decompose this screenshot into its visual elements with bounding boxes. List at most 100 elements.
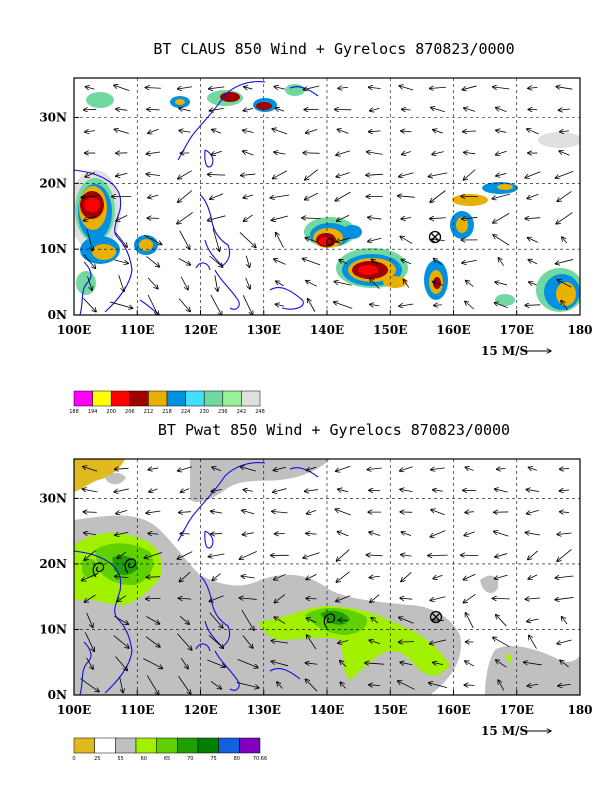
wind-vector: [178, 598, 192, 599]
x-tick-label: 100E: [57, 703, 91, 717]
wind-vector: [337, 129, 349, 134]
wind-vector: [179, 230, 190, 250]
wind-vector: [493, 87, 510, 89]
x-tick-label: 150E: [373, 323, 407, 337]
wind-vector: [465, 280, 474, 287]
colorbar-swatch: [94, 737, 116, 754]
wind-vector: [86, 228, 93, 251]
wind-vector: [146, 511, 161, 513]
wind-vector: [180, 657, 188, 669]
wind-vector: [555, 171, 574, 178]
wind-vector: [242, 151, 254, 156]
wind-vector: [146, 616, 159, 624]
wind-vector: [494, 574, 508, 579]
wind-vector: [272, 170, 287, 179]
wind-vector: [239, 232, 256, 247]
wind-vector: [86, 657, 93, 669]
wind-vector: [114, 259, 129, 264]
wind-vector: [337, 214, 350, 221]
wind-vector: [239, 598, 257, 600]
wind-vector: [275, 108, 285, 111]
wind-vector: [493, 235, 510, 246]
wind-vector: [335, 191, 351, 201]
wind-vector: [527, 619, 539, 622]
top-circle-marker: [325, 237, 335, 247]
wind-vector: [305, 679, 318, 692]
wind-vector: [561, 300, 568, 311]
wind-vector: [523, 662, 542, 666]
wind-vector: [562, 237, 568, 244]
wind-vector: [369, 304, 380, 306]
wind-vector: [397, 196, 415, 198]
wind-vector: [244, 87, 253, 89]
colorbar-swatch: [241, 390, 261, 407]
wind-vector: [208, 553, 225, 557]
wind-vector: [272, 129, 288, 135]
bottom-vector-reference-label: 15 M/S: [481, 724, 528, 738]
colorbar-swatch: [203, 390, 224, 407]
wind-vector: [270, 194, 290, 198]
wind-vector: [306, 509, 317, 514]
wind-vector: [207, 659, 225, 667]
wind-vector: [556, 212, 573, 224]
wind-vector: [369, 490, 381, 491]
wind-vector: [495, 660, 507, 668]
wind-vector: [465, 661, 475, 667]
wind-vector: [114, 615, 128, 624]
wind-vector: [433, 662, 443, 664]
wind-vector: [368, 237, 382, 241]
wind-vector: [492, 598, 510, 599]
wind-vector: [144, 234, 162, 244]
wind-vector: [463, 131, 477, 132]
colorbar-swatch: [110, 390, 131, 407]
wind-vector: [272, 511, 288, 513]
wind-vector: [178, 170, 192, 179]
wind-vector: [211, 150, 222, 154]
x-tick-label: 130E: [247, 703, 281, 717]
wind-vector: [461, 217, 478, 219]
wind-vector: [274, 594, 286, 602]
wind-vector: [276, 232, 284, 248]
wind-vector: [559, 151, 570, 156]
wind-vector: [84, 533, 97, 535]
wind-vector: [85, 87, 95, 89]
wind-vector: [336, 172, 350, 177]
wind-vector: [366, 152, 383, 155]
wind-vector: [401, 152, 411, 155]
wind-vector: [212, 129, 222, 134]
wind-vector: [526, 510, 539, 513]
bottom-wind-vectors: [81, 466, 574, 695]
wind-vector: [143, 658, 162, 669]
wind-vector: [177, 87, 193, 89]
colorbar-label: 248: [255, 409, 265, 415]
wind-vector: [371, 617, 379, 624]
wind-vector: [555, 259, 574, 263]
wind-vector: [242, 533, 254, 535]
wind-vector: [335, 509, 351, 516]
wind-vector: [83, 467, 98, 472]
colorbar-label: 200: [106, 409, 116, 415]
colorbar-swatch: [148, 390, 168, 407]
wind-vector: [275, 304, 285, 306]
wind-vector: [83, 298, 96, 312]
wind-vector: [401, 131, 412, 132]
wind-vector: [493, 637, 510, 647]
colorbar-label: 218: [162, 409, 172, 415]
wind-vector: [561, 617, 568, 625]
wind-vector: [399, 466, 413, 471]
y-tick-label: 0N: [48, 688, 67, 702]
wind-vector: [306, 533, 317, 534]
wind-vector: [368, 87, 381, 89]
wind-vector: [403, 279, 410, 288]
tc-symbol: [124, 558, 137, 574]
colorbar-label: 25: [94, 756, 100, 762]
wind-vector: [245, 255, 249, 268]
wind-vector: [397, 681, 415, 690]
top-gyre-marker: [428, 230, 442, 244]
wind-vector: [210, 294, 222, 315]
colorbar-label: 75: [210, 756, 216, 762]
wind-vector: [119, 677, 123, 692]
wind-vector: [528, 87, 538, 88]
bottom-tc-symbols: [92, 558, 336, 629]
wind-vector: [431, 107, 445, 113]
